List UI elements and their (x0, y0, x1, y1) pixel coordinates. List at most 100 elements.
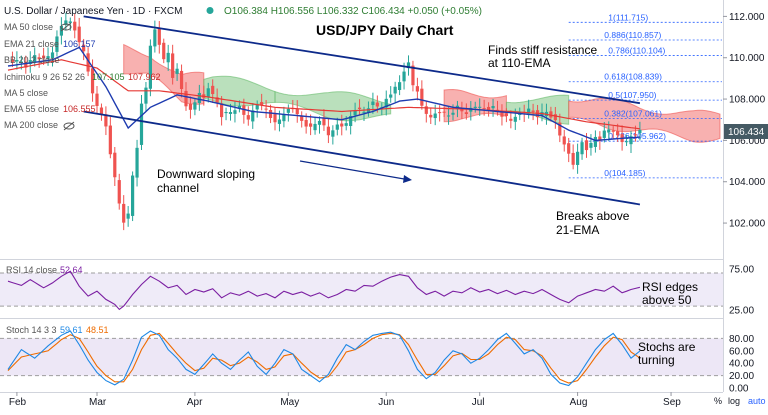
market-status-icon (206, 7, 214, 14)
candle-bear (300, 116, 304, 121)
ohlc-values: O106.384 H106.556 L106.332 C106.434 +0.0… (224, 6, 482, 17)
annotation-resistance-line2: at 110-EMA (488, 56, 550, 70)
fib-level-label: 0.236(105.962) (608, 131, 666, 141)
candle-bear (326, 126, 330, 136)
legend-ma200[interactable]: MA 200 close (4, 120, 58, 130)
eye-off-icon[interactable] (63, 121, 75, 131)
candle-bear (211, 85, 215, 95)
candle-bear (10, 59, 15, 62)
annotation-breaks-line1: Breaks above (556, 209, 630, 223)
candle-bear (611, 130, 615, 132)
candle-bear (424, 106, 428, 114)
candle-bear (411, 65, 415, 86)
fib-level-label: 0.618(108.839) (604, 72, 662, 82)
rsi-legend[interactable]: RSI 14 close (6, 265, 57, 275)
candle-bull (331, 130, 335, 137)
legend-ema21[interactable]: EMA 21 close (4, 39, 59, 49)
stoch-pane[interactable] (0, 320, 723, 390)
rsi-band-group (0, 272, 723, 307)
percent-scale-button[interactable]: % (714, 396, 722, 406)
rsi-annotation-line2: above 50 (642, 293, 692, 307)
eye-off-icon[interactable] (60, 22, 72, 32)
candle-bear (553, 114, 557, 121)
legend-ma5[interactable]: MA 5 close (4, 88, 48, 98)
candle-bull (473, 106, 477, 109)
candle-bear (37, 57, 41, 60)
stoch-legend[interactable]: Stoch 14 3 3 (6, 325, 57, 335)
candle-bull (193, 102, 197, 110)
candle-bear (108, 125, 112, 155)
legend-ichimoku[interactable]: Ichimoku 9 26 52 26 (4, 72, 85, 82)
legend-ma50[interactable]: MA 50 close (4, 22, 53, 32)
stoch-k-line (7, 330, 641, 387)
chart-title: USD/JPY Daily Chart (316, 22, 454, 38)
candle-bear (500, 110, 504, 117)
candle-bear (549, 111, 553, 118)
candle-bear (598, 136, 602, 142)
candle-bull (366, 108, 371, 113)
stoch-band (0, 338, 723, 376)
candle-bull (144, 87, 148, 104)
candle-bear (157, 28, 161, 45)
time-axis-label: Mar (89, 397, 107, 408)
candle-bear (304, 120, 308, 127)
candle-bear (122, 203, 126, 223)
candle-bull (166, 52, 170, 63)
stoch-annotation-line2: turning (638, 353, 675, 367)
legend-bb[interactable]: BB 20 2 close (4, 55, 60, 65)
candle-bull (206, 88, 210, 97)
time-axis-label: Apr (187, 397, 203, 408)
annotation-resistance-line1: Finds stiff resistance (488, 43, 597, 57)
candle-bear (442, 111, 446, 113)
symbol-title: U.S. Dollar / Japanese Yen · 1D · FXCM (4, 6, 182, 17)
legend-ichimoku-value-1: 107.105 (92, 72, 125, 82)
candle-bear (171, 53, 175, 78)
stoch-axis-label: 0.00 (729, 384, 749, 395)
rsi-axis-label: 75.00 (729, 264, 754, 275)
candle-bear (188, 103, 193, 110)
candle-bear (375, 102, 379, 107)
candle-bear (90, 68, 95, 94)
candle-bull (126, 213, 130, 219)
legend-ema55-value: 106.555 (63, 104, 96, 114)
annotation-channel-line2: channel (157, 181, 199, 195)
legend-ema55[interactable]: EMA 55 close (4, 104, 59, 114)
rsi-line (7, 270, 641, 311)
candle-bear (531, 110, 535, 112)
candle-bear (215, 97, 219, 103)
candle-bull (344, 123, 348, 126)
candle-bull (135, 147, 139, 178)
candle-bull (153, 29, 157, 47)
rsi-pane[interactable] (0, 261, 723, 317)
candle-bull (282, 114, 286, 122)
candle-bull (286, 108, 290, 113)
candle-bear (571, 152, 575, 165)
candle-bull (406, 62, 411, 69)
candle-bear (73, 21, 77, 31)
candle-bear (184, 90, 188, 107)
candle-bull (371, 101, 375, 106)
auto-scale-button[interactable]: auto (748, 396, 766, 406)
log-scale-button[interactable]: log (728, 396, 740, 406)
candle-bull (580, 142, 584, 155)
stoch-axis-label: 20.00 (729, 371, 754, 382)
ema55-line (7, 59, 640, 130)
candle-bull (433, 113, 437, 119)
stoch-annotation-line1: Stochs are (638, 340, 696, 354)
candle-bear (322, 117, 326, 126)
fib-level-label: 0.786(110.104) (608, 46, 665, 56)
fib-level-label: 0(104.185) (604, 168, 645, 178)
price-pane[interactable] (0, 0, 723, 258)
candle-bull (576, 151, 580, 165)
candle-bull (638, 129, 642, 134)
stoch-band-group (0, 337, 723, 377)
candle-bear (415, 86, 419, 92)
fib-level-label: 0.5(107.950) (608, 90, 656, 100)
candle-bull (624, 141, 629, 143)
candle-bear (633, 134, 638, 136)
candle-bear (268, 109, 273, 118)
candle-bear (487, 106, 491, 110)
candle-bull (389, 94, 393, 98)
